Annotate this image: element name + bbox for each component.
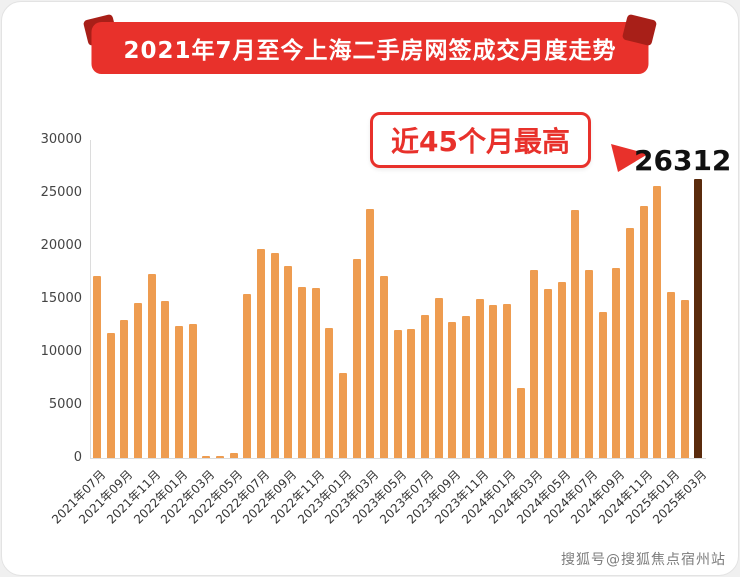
bar xyxy=(92,275,101,458)
bar xyxy=(325,327,334,458)
bar xyxy=(311,288,320,458)
bar xyxy=(420,314,429,458)
bar xyxy=(680,300,689,458)
bar xyxy=(379,275,388,458)
bar xyxy=(434,297,443,458)
bar xyxy=(502,304,511,458)
bar xyxy=(571,209,580,458)
bar xyxy=(106,332,115,458)
annotation-arrow-icon xyxy=(611,144,648,172)
bar xyxy=(598,311,607,458)
bar xyxy=(461,315,470,458)
bar xyxy=(475,299,484,458)
bar xyxy=(202,455,211,458)
bar-highlighted xyxy=(694,179,703,458)
bar xyxy=(270,253,279,458)
bar xyxy=(393,329,402,458)
bar xyxy=(530,270,539,458)
bar xyxy=(161,301,170,458)
bar xyxy=(147,273,156,458)
y-axis-label: 20000 xyxy=(40,238,82,253)
bar xyxy=(229,453,238,458)
bar xyxy=(625,227,634,458)
bar xyxy=(215,456,224,458)
y-axis-label: 25000 xyxy=(40,185,82,200)
y-axis-line xyxy=(90,140,91,458)
bar xyxy=(284,266,293,458)
bar xyxy=(120,320,129,458)
annotation-callout: 近45个月最高 xyxy=(370,112,591,168)
bar xyxy=(352,258,361,458)
bar xyxy=(489,305,498,458)
y-axis-label: 10000 xyxy=(40,344,82,359)
y-axis-label: 0 xyxy=(73,450,82,465)
watermark: 搜狐号@搜狐焦点宿州站 xyxy=(561,552,726,568)
bar xyxy=(516,388,525,458)
bar xyxy=(174,325,183,458)
bar xyxy=(243,293,252,458)
peak-value-label: 26312 xyxy=(634,144,732,177)
bar xyxy=(133,303,142,458)
y-axis-label: 30000 xyxy=(40,132,82,147)
title-ribbon: 2021年7月至今上海二手房网签成交月度走势 xyxy=(91,22,649,74)
bar xyxy=(448,322,457,458)
bar xyxy=(612,268,621,458)
bar xyxy=(256,249,265,458)
bar xyxy=(407,328,416,458)
bar xyxy=(639,205,648,458)
bar xyxy=(557,282,566,458)
x-axis-line xyxy=(90,458,706,459)
bar xyxy=(188,324,197,458)
bar xyxy=(543,289,552,458)
bar xyxy=(584,270,593,458)
bar xyxy=(653,185,662,458)
y-axis-label: 15000 xyxy=(40,291,82,306)
annotation-text: 近45个月最高 xyxy=(391,125,570,158)
bar xyxy=(338,373,347,458)
y-axis-label: 5000 xyxy=(48,397,82,412)
bar xyxy=(366,208,375,458)
chart-title: 2021年7月至今上海二手房网签成交月度走势 xyxy=(91,22,649,74)
bar xyxy=(297,287,306,458)
plot-area xyxy=(90,140,705,458)
bar xyxy=(666,291,675,458)
